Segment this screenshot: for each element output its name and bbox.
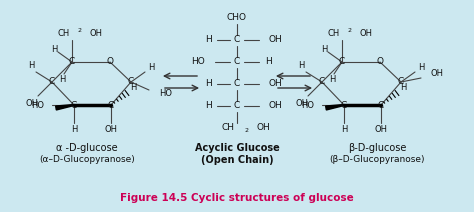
Text: C: C: [339, 57, 345, 67]
Text: OH: OH: [295, 99, 309, 109]
Text: C: C: [234, 57, 240, 67]
Text: OH: OH: [257, 124, 271, 132]
Text: H: H: [206, 80, 212, 88]
Polygon shape: [326, 105, 344, 110]
Text: HO: HO: [159, 89, 172, 99]
Text: OH: OH: [269, 102, 283, 110]
Text: 2: 2: [245, 128, 249, 134]
Text: HO: HO: [191, 57, 205, 67]
Text: OH: OH: [26, 99, 38, 109]
Text: H: H: [321, 45, 327, 53]
Text: β-D-glucose: β-D-glucose: [348, 143, 406, 153]
Text: C: C: [108, 100, 114, 110]
Text: H: H: [71, 124, 77, 134]
Text: CH: CH: [58, 29, 70, 39]
Text: OH: OH: [90, 29, 103, 39]
Text: C: C: [234, 102, 240, 110]
Text: HO: HO: [31, 100, 44, 110]
Text: H: H: [400, 82, 406, 92]
Text: C: C: [234, 80, 240, 88]
Text: O: O: [376, 57, 383, 67]
Text: H: H: [59, 75, 65, 85]
Text: H: H: [206, 35, 212, 45]
Text: C: C: [378, 100, 384, 110]
Text: Acyclic Glucose: Acyclic Glucose: [195, 143, 279, 153]
Text: H: H: [51, 45, 57, 53]
Text: C: C: [49, 78, 55, 86]
Text: (β–D-Glucopyranose): (β–D-Glucopyranose): [329, 155, 425, 165]
Text: O: O: [107, 57, 113, 67]
Text: (Open Chain): (Open Chain): [201, 155, 273, 165]
Text: OH: OH: [104, 126, 118, 134]
Text: OH: OH: [431, 70, 444, 78]
Text: CH: CH: [328, 29, 340, 39]
Text: C: C: [71, 100, 77, 110]
Text: CH: CH: [222, 124, 235, 132]
Text: C: C: [69, 57, 75, 67]
Text: H: H: [130, 82, 136, 92]
Text: C: C: [341, 100, 347, 110]
Text: H: H: [148, 64, 154, 73]
Text: HO: HO: [301, 100, 314, 110]
Text: C: C: [128, 78, 134, 86]
Text: OH: OH: [374, 126, 388, 134]
Text: C: C: [398, 78, 404, 86]
Text: OH: OH: [269, 35, 283, 45]
Text: C: C: [319, 78, 325, 86]
Text: H: H: [298, 61, 304, 71]
Text: CHO: CHO: [227, 14, 247, 22]
Text: (α–D-Glucopyranose): (α–D-Glucopyranose): [39, 155, 135, 165]
Text: Figure 14.5 Cyclic structures of glucose: Figure 14.5 Cyclic structures of glucose: [120, 193, 354, 203]
Text: H: H: [329, 75, 335, 85]
Text: α -D-glucose: α -D-glucose: [56, 143, 118, 153]
Text: 2: 2: [78, 28, 82, 33]
Text: OH: OH: [360, 29, 373, 39]
Text: H: H: [341, 124, 347, 134]
Text: H: H: [265, 57, 272, 67]
Text: C: C: [234, 35, 240, 45]
Text: 2: 2: [348, 28, 352, 33]
Text: H: H: [206, 102, 212, 110]
Polygon shape: [55, 105, 74, 110]
Text: H: H: [28, 61, 34, 71]
Text: H: H: [418, 64, 424, 73]
Text: OH: OH: [269, 80, 283, 88]
